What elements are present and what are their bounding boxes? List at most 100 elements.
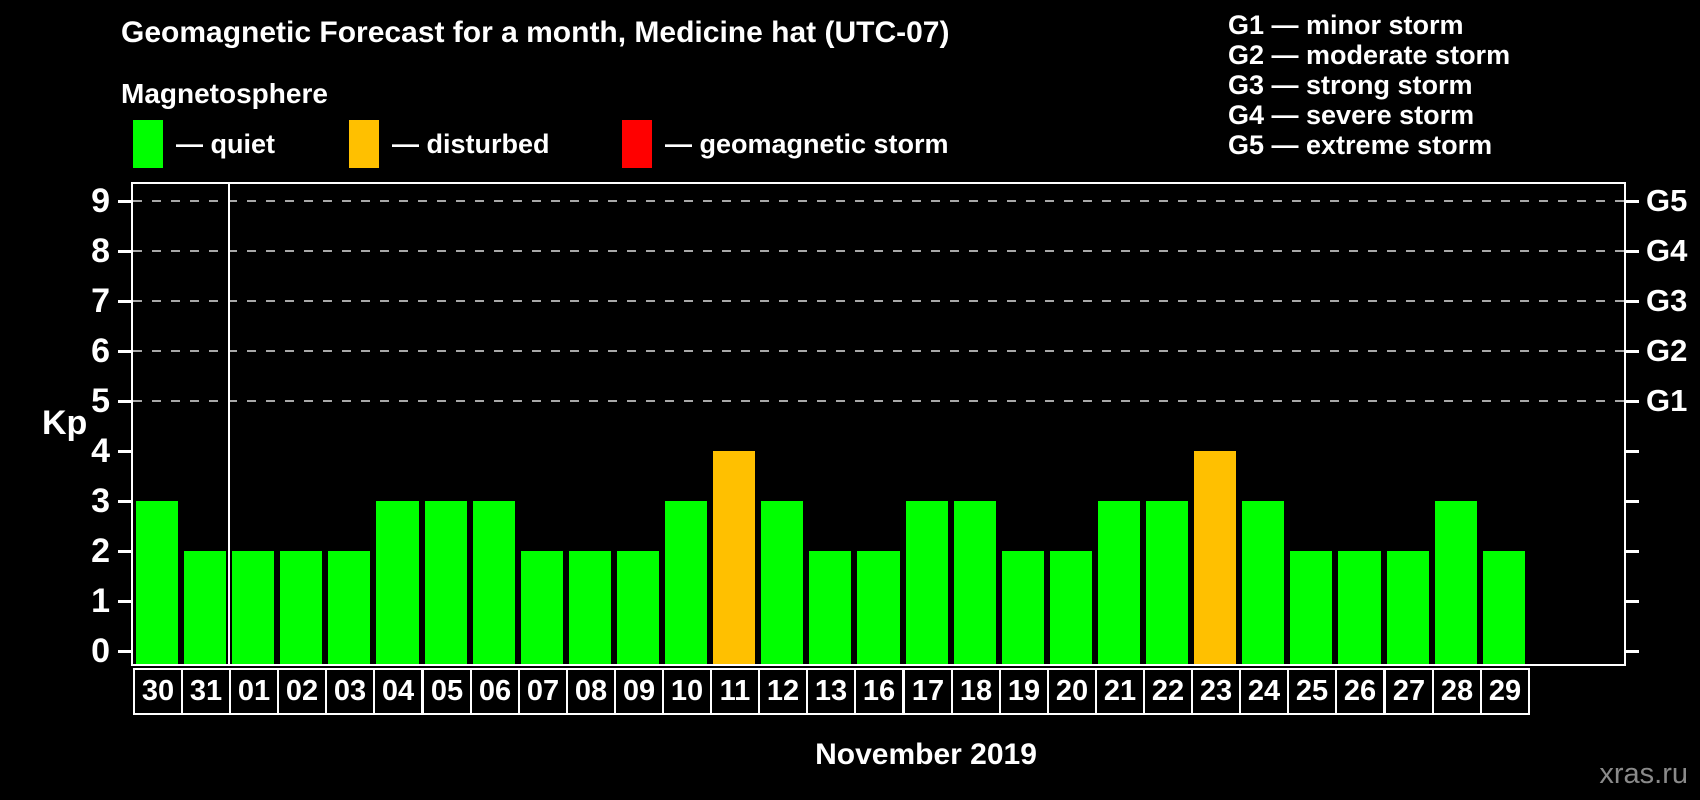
bar-day-17 [905,501,948,664]
day-label-22: 22 [1143,668,1193,715]
legend-item-quiet: — quiet [133,120,275,168]
bar-day-02 [280,551,323,664]
day-label-25: 25 [1287,668,1337,715]
quiet-swatch [133,120,163,168]
left-tick-1 [118,600,131,603]
day-label-28: 28 [1432,668,1482,715]
day-label-24: 24 [1239,668,1289,715]
gridline-g5 [133,200,1624,202]
gridline-g2 [133,350,1624,352]
bar-day-16 [857,551,900,664]
day-label-10: 10 [662,668,712,715]
storm-scale-line-g1: G1 — minor storm [1228,10,1464,40]
left-tick-3 [118,500,131,503]
y-axis-tick-label-5: 5 [91,382,110,420]
gridline-g4 [133,250,1624,252]
disturbed-swatch [349,120,379,168]
right-axis-label-g3: G3 [1646,283,1688,318]
bar-day-07 [520,551,563,664]
left-tick-0 [118,650,131,653]
day-label-26: 26 [1335,668,1385,715]
day-label-03: 03 [325,668,375,715]
day-label-31: 31 [181,668,231,715]
left-tick-8 [118,250,131,253]
right-tick-3 [1626,500,1639,503]
y-axis-tick-label-4: 4 [91,432,110,470]
day-label-20: 20 [1047,668,1097,715]
right-tick-2 [1626,550,1639,553]
watermark: xras.ru [1599,758,1688,790]
day-label-27: 27 [1384,668,1434,715]
bar-day-30 [136,501,179,664]
storm-swatch [622,120,652,168]
y-axis-tick-label-8: 8 [91,232,110,270]
day-label-13: 13 [806,668,856,715]
day-label-05: 05 [422,668,472,715]
day-label-19: 19 [999,668,1049,715]
y-axis-title: Kp [42,404,88,442]
left-tick-2 [118,550,131,553]
day-label-02: 02 [277,668,327,715]
y-axis-tick-label-9: 9 [91,182,110,220]
right-tick-9 [1626,200,1639,203]
day-label-08: 08 [566,668,616,715]
right-axis-label-g5: G5 [1646,183,1688,218]
bar-day-27 [1386,551,1429,664]
bar-day-13 [809,551,852,664]
left-tick-4 [118,450,131,453]
plot-area [131,182,1626,666]
magnetosphere-label: Magnetosphere [121,78,328,109]
y-axis-tick-label-3: 3 [91,482,110,520]
left-tick-7 [118,300,131,303]
storm-scale-line-g4: G4 — severe storm [1228,100,1475,130]
page-title: Geomagnetic Forecast for a month, Medici… [121,16,950,49]
day-label-23: 23 [1191,668,1241,715]
left-tick-9 [118,200,131,203]
legend-item-storm: — geomagnetic storm [622,120,949,168]
bar-day-08 [568,551,611,664]
right-tick-5 [1626,400,1639,403]
bar-day-01 [232,551,275,664]
right-tick-0 [1626,650,1639,653]
bar-day-28 [1434,501,1477,664]
right-tick-4 [1626,450,1639,453]
bar-day-09 [616,551,660,664]
bar-day-04 [376,501,419,664]
legend-label-disturbed: — disturbed [392,128,550,159]
legend-label-quiet: — quiet [176,128,275,159]
bar-day-24 [1242,501,1285,664]
bar-day-20 [1049,551,1092,664]
right-tick-1 [1626,600,1639,603]
day-label-11: 11 [710,668,760,715]
y-axis-tick-label-6: 6 [91,332,110,370]
bar-day-03 [328,551,371,664]
right-axis-label-g2: G2 [1646,333,1688,368]
day-label-06: 06 [470,668,520,715]
day-label-12: 12 [758,668,808,715]
bar-day-06 [472,501,515,664]
day-label-17: 17 [903,668,953,715]
day-label-30: 30 [133,668,183,715]
y-axis-tick-label-0: 0 [91,632,110,670]
right-axis-label-g1: G1 [1646,383,1688,418]
bar-day-05 [424,501,467,664]
left-tick-5 [118,400,131,403]
y-axis-tick-label-1: 1 [91,582,110,620]
gridline-g1 [133,400,1624,402]
day-label-07: 07 [518,668,568,715]
day-label-16: 16 [854,668,904,715]
day-label-18: 18 [951,668,1001,715]
y-axis-tick-label-2: 2 [91,532,110,570]
right-tick-8 [1626,250,1639,253]
month-separator-line [228,184,231,664]
bar-day-18 [953,501,996,664]
bar-day-31 [184,551,227,664]
bar-day-23 [1194,451,1237,664]
left-tick-6 [118,350,131,353]
y-axis-tick-label-7: 7 [91,282,110,320]
day-label-29: 29 [1480,668,1530,715]
bar-day-12 [761,501,804,664]
day-label-09: 09 [614,668,664,715]
bar-day-10 [665,501,708,664]
